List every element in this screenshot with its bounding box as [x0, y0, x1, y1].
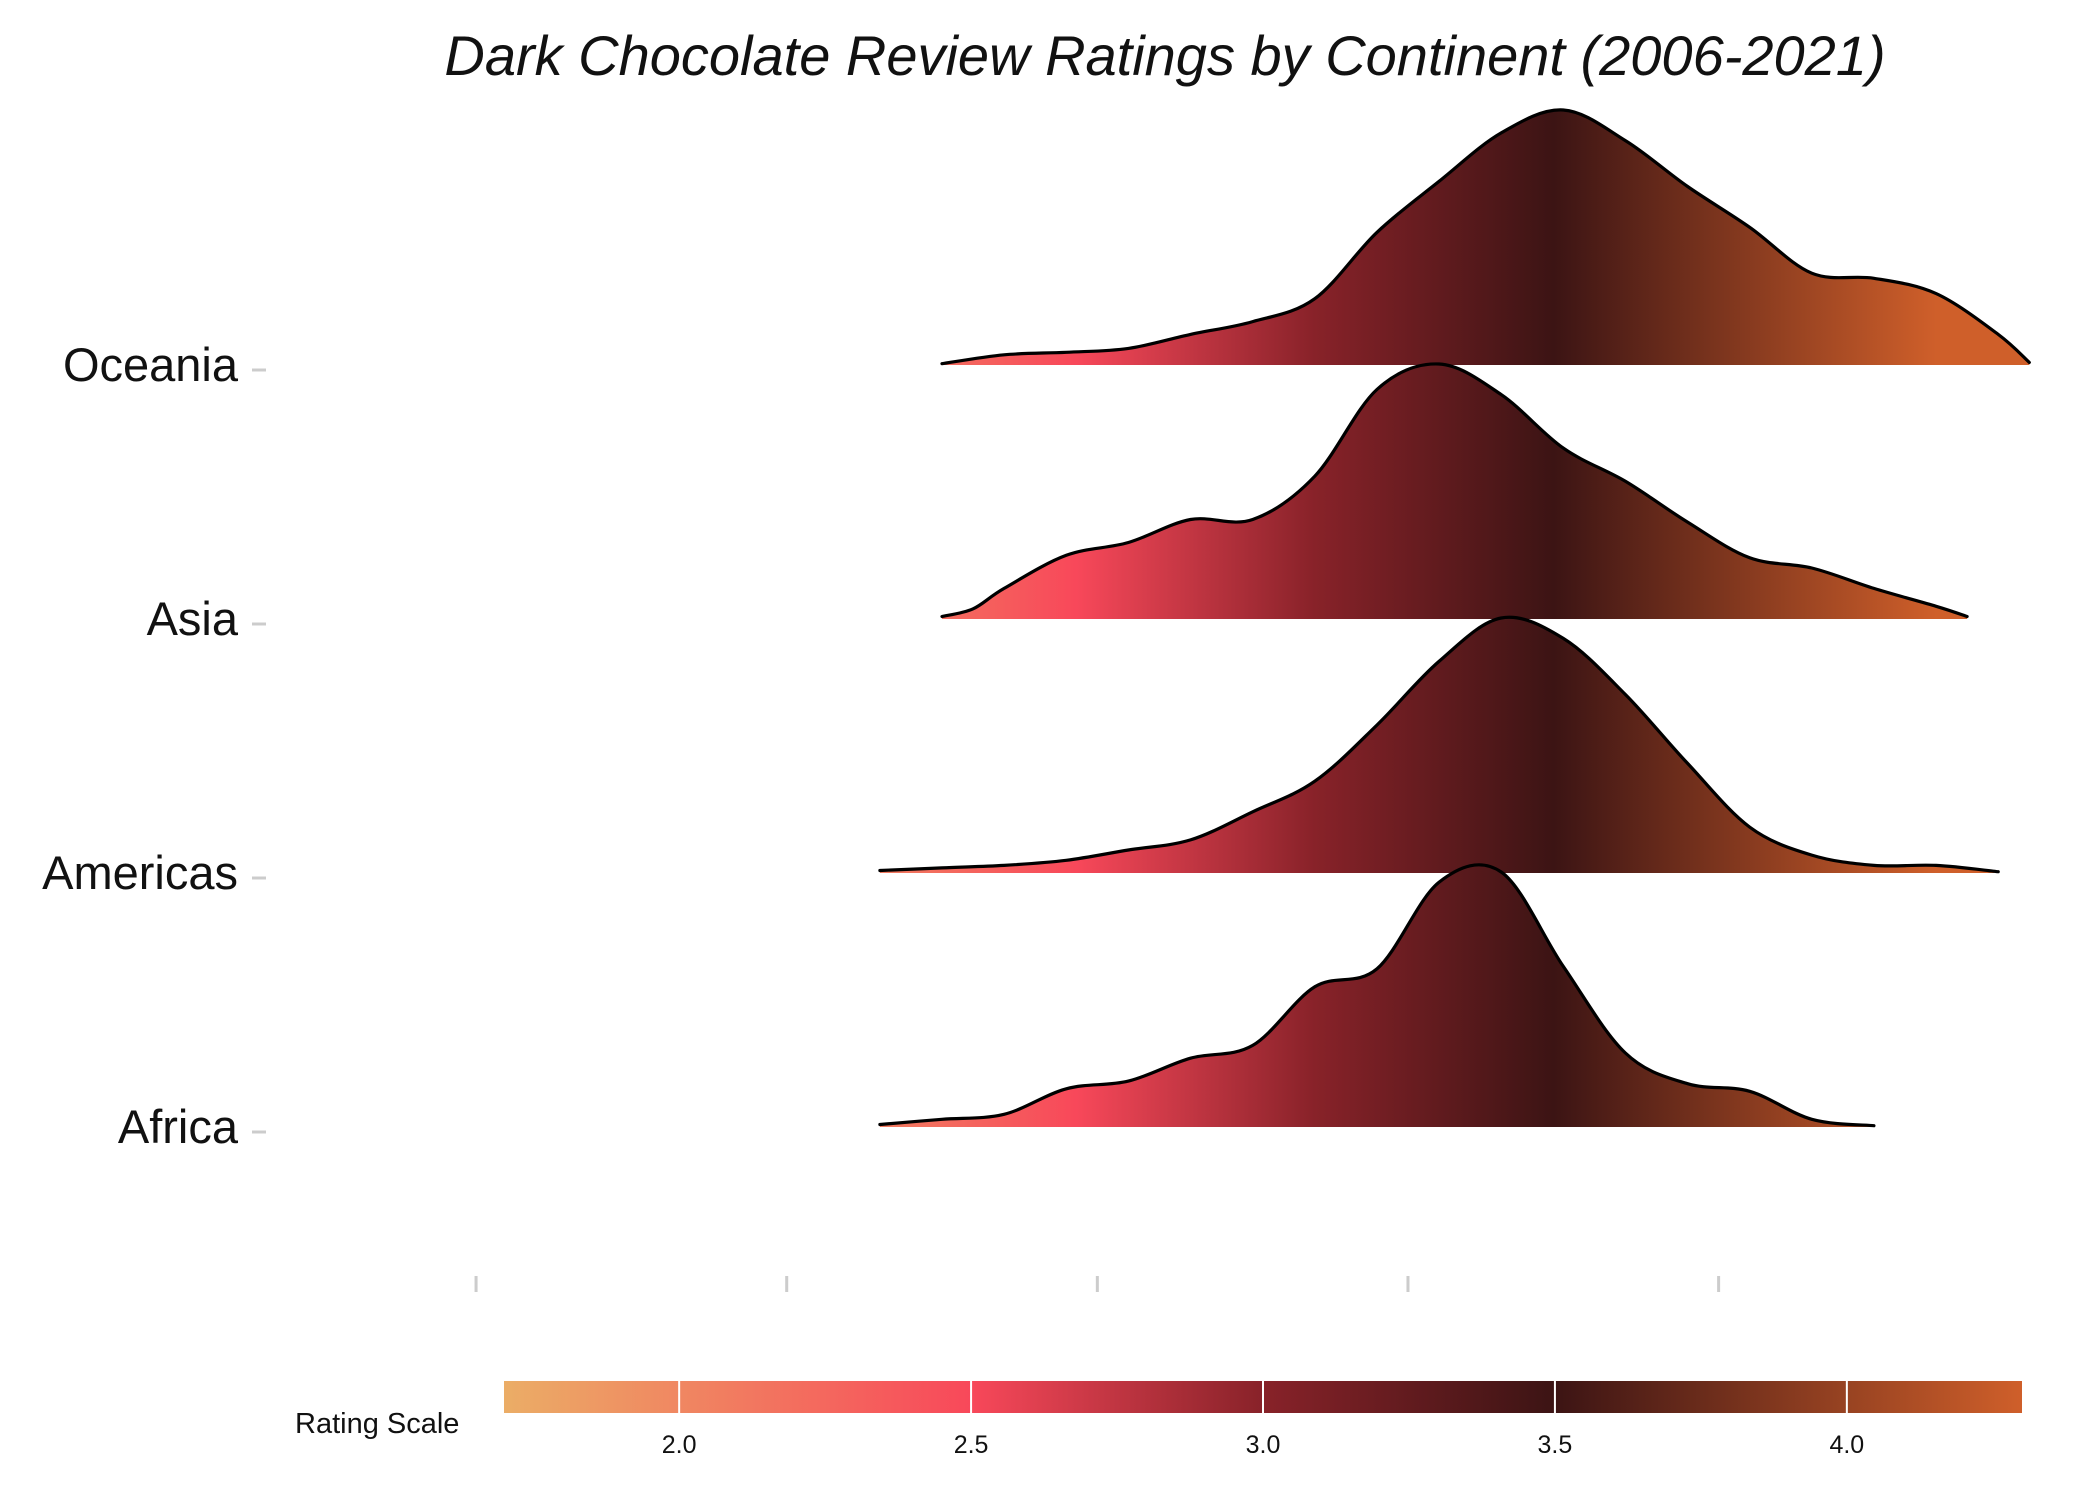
ridge-area-oceania	[942, 109, 2030, 365]
colorbar-tick-label: 4.0	[1829, 1431, 1864, 1459]
row-labels-group: Oceania Asia Americas Africa	[42, 338, 266, 1153]
chart-title: Dark Chocolate Review Ratings by Contine…	[444, 24, 1885, 87]
ridge-outline-americas	[878, 615, 2000, 874]
row-label-americas: Americas	[42, 846, 238, 899]
colorbar-legend: Rating Scale 2.0 2.5 3.0 3.5 4.0	[295, 1381, 2022, 1459]
colorbar-tick-label: 3.5	[1538, 1431, 1573, 1459]
ridges-group	[878, 108, 2031, 1128]
legend-title: Rating Scale	[295, 1408, 459, 1440]
ridge-area-africa	[879, 864, 1874, 1127]
ridge-outline-asia	[940, 362, 1969, 619]
ridge-outline-africa	[878, 863, 1876, 1128]
row-label-africa: Africa	[118, 1100, 239, 1153]
ridge-area-americas	[879, 617, 1999, 873]
colorbar-tick-label: 2.0	[662, 1431, 697, 1459]
row-label-oceania: Oceania	[63, 338, 239, 391]
colorbar-tick-label: 3.0	[1246, 1431, 1281, 1459]
ridge-area-asia	[942, 363, 1968, 619]
x-axis-ticks	[474, 1276, 1721, 1292]
ridge-outline-oceania	[940, 108, 2031, 366]
row-label-asia: Asia	[147, 592, 239, 645]
colorbar-tick-label: 2.5	[954, 1431, 989, 1459]
